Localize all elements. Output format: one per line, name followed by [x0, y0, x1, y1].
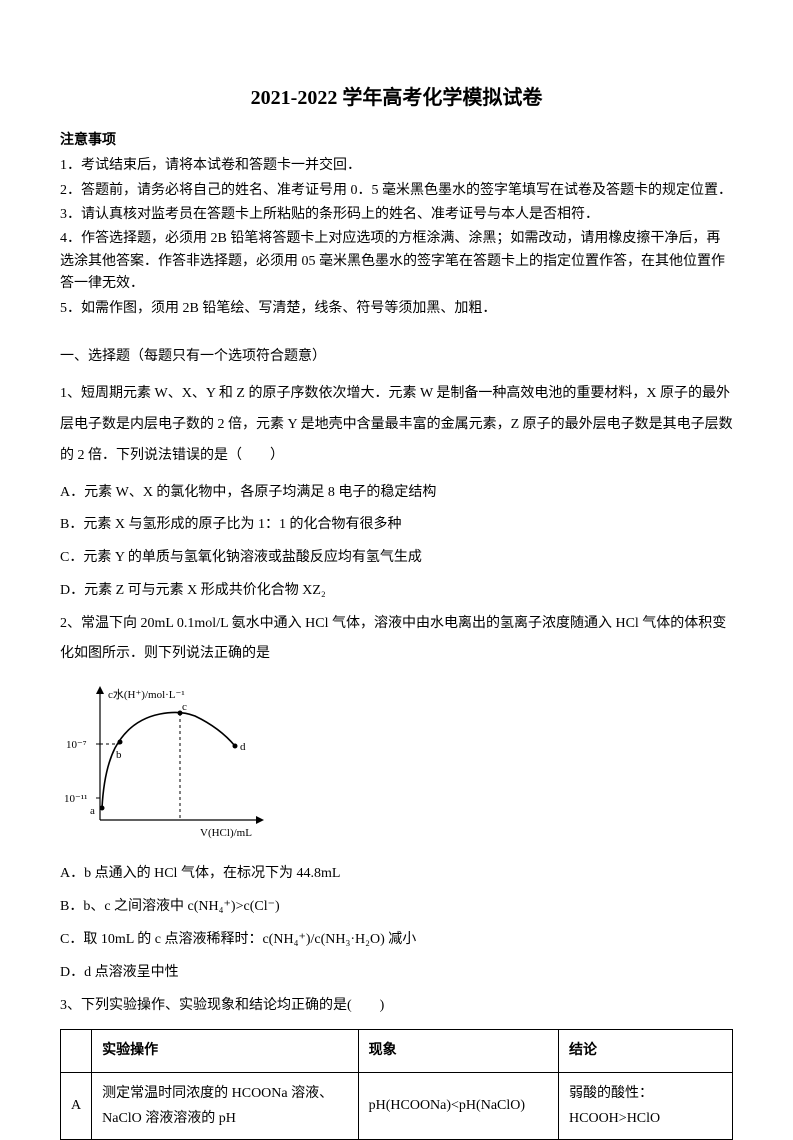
q1-option-c: C．元素 Y 的单质与氢氧化钠溶液或盐酸反应均有氢气生成: [60, 543, 733, 574]
notice-2: 2．答题前，请务必将自己的姓名、准考证号用 0．5 毫米黑色墨水的签字笔填写在试…: [60, 180, 733, 202]
graph-svg: 10⁻⁷ 10⁻¹¹ a b c d c水(H⁺)/mol·L⁻¹ V(HCl)…: [60, 680, 270, 840]
q3-stem: 3、下列实验操作、实验现象和结论均正确的是( ): [60, 991, 733, 1022]
curve: [102, 713, 235, 809]
q2-option-b: B．b、c 之间溶液中 c(NH₄⁺)>c(Cl⁻): [60, 892, 733, 923]
th-phenomenon: 现象: [358, 1030, 558, 1072]
notice-1: 1．考试结束后，请将本试卷和答题卡一并交回．: [60, 155, 733, 177]
x-axis-arrow: [256, 816, 264, 824]
notice-4: 4．作答选择题，必须用 2B 铅笔将答题卡上对应选项的方框涂满、涂黑；如需改动，…: [60, 228, 733, 295]
y-axis-arrow: [96, 686, 104, 694]
q2-stem: 2、常温下向 20mL 0.1mol/L 氨水中通入 HCl 气体，溶液中由水电…: [60, 609, 733, 671]
row-a-label: A: [61, 1072, 92, 1139]
point-b: [118, 740, 123, 745]
page-title: 2021-2022 学年高考化学模拟试卷: [60, 80, 733, 116]
q3-table: 实验操作 现象 结论 A 测定常温时同浓度的 HCOONa 溶液、NaClO 溶…: [60, 1029, 733, 1140]
q1-option-a: A．元素 W、X 的氯化物中，各原子均满足 8 电子的稳定结构: [60, 478, 733, 509]
label-a: a: [90, 805, 95, 817]
th-conclusion: 结论: [559, 1030, 733, 1072]
q1-option-b: B．元素 X 与氢形成的原子比为 1：1 的化合物有很多种: [60, 510, 733, 541]
x-axis-label: V(HCl)/mL: [200, 827, 252, 839]
notice-header: 注意事项: [60, 128, 733, 153]
q2-option-d: D．d 点溶液呈中性: [60, 958, 733, 989]
q2-graph: 10⁻⁷ 10⁻¹¹ a b c d c水(H⁺)/mol·L⁻¹ V(HCl)…: [60, 680, 733, 849]
y-tick-1: 10⁻⁷: [66, 739, 87, 751]
label-d: d: [240, 741, 246, 753]
q2-option-a: A．b 点通入的 HCl 气体，在标况下为 44.8mL: [60, 859, 733, 890]
label-b: b: [116, 749, 122, 761]
th-blank: [61, 1030, 92, 1072]
point-a: [100, 806, 105, 811]
q1-option-d: D．元素 Z 可与元素 X 形成共价化合物 XZ₂: [60, 576, 733, 607]
notice-3: 3．请认真核对监考员在答题卡上所粘贴的条形码上的姓名、准考证号与本人是否相符．: [60, 204, 733, 226]
y-tick-2: 10⁻¹¹: [64, 793, 87, 805]
y-axis-label: c水(H⁺)/mol·L⁻¹: [108, 688, 185, 701]
row-a-phenomenon: pH(HCOONa)<pH(NaClO): [358, 1072, 558, 1139]
q1-stem: 1、短周期元素 W、X、Y 和 Z 的原子序数依次增大．元素 W 是制备一种高效…: [60, 379, 733, 471]
point-d: [233, 744, 238, 749]
label-c: c: [182, 701, 187, 713]
table-row: A 测定常温时同浓度的 HCOONa 溶液、NaClO 溶液溶液的 pH pH(…: [61, 1072, 733, 1139]
row-a-conclusion: 弱酸的酸性：HCOOH>HClO: [559, 1072, 733, 1139]
notice-5: 5．如需作图，须用 2B 铅笔绘、写清楚，线条、符号等须加黑、加粗．: [60, 298, 733, 320]
row-a-operation: 测定常温时同浓度的 HCOONa 溶液、NaClO 溶液溶液的 pH: [92, 1072, 358, 1139]
th-operation: 实验操作: [92, 1030, 358, 1072]
table-header-row: 实验操作 现象 结论: [61, 1030, 733, 1072]
q2-option-c: C．取 10mL 的 c 点溶液稀释时：c(NH₄⁺)/c(NH₃·H₂O) 减…: [60, 925, 733, 956]
section-1-header: 一、选择题（每题只有一个选项符合题意）: [60, 344, 733, 369]
